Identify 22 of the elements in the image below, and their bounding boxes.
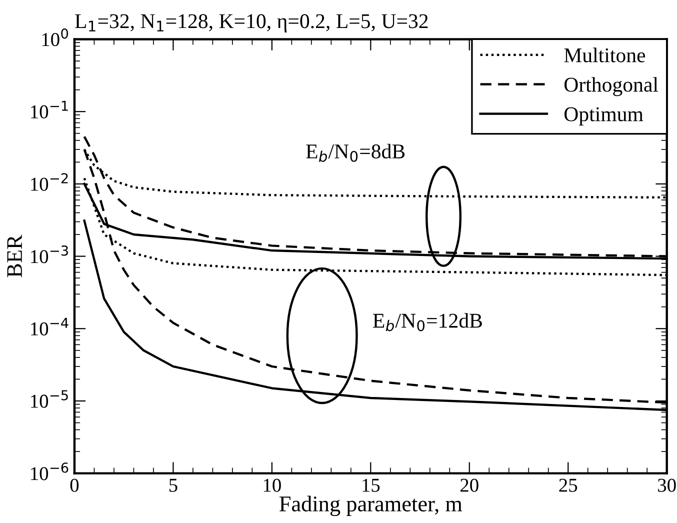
legend-label: Orthogonal <box>564 77 658 96</box>
x-axis-title: Fading parameter, m <box>279 496 462 516</box>
y-tick-label: 10$^{0}$ <box>42 28 68 46</box>
y-axis-title: BER <box>7 234 22 278</box>
x-tick-label: 15 <box>362 478 380 492</box>
x-tick-label: 0 <box>70 478 79 492</box>
y-tick-label: 10$^{−5}$ <box>31 390 68 408</box>
x-tick-label: 5 <box>169 478 178 492</box>
legend-label: Optimum <box>564 107 644 126</box>
y-tick-label: 10$^{−3}$ <box>31 245 68 264</box>
x-tick-label: 10 <box>264 478 281 492</box>
y-tick-label: 10$^{−6}$ <box>31 462 68 480</box>
y-tick-label: 10$^{−2}$ <box>31 173 68 191</box>
y-tick-label: 10$^{−4}$ <box>31 318 68 336</box>
annotation: E$_{b}$/N$_{0}$=12dB <box>373 313 482 332</box>
y-tick-label: 10$^{−1}$ <box>31 100 68 118</box>
annotation: E$_{b}$/N$_{0}$=8dB <box>306 144 405 162</box>
x-tick-label: 25 <box>559 478 578 492</box>
chart-title: L$_{1}$=32, N$_{1}$=128, K=10, η=0.2, L=5, U=32 <box>75 14 428 32</box>
x-tick-label: 30 <box>658 478 676 492</box>
x-tick-label: 20 <box>460 478 478 492</box>
legend-label: Multitone <box>564 48 646 62</box>
